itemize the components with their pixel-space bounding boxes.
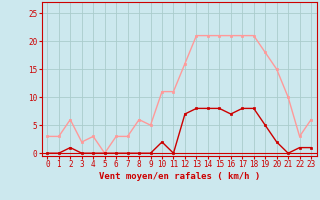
X-axis label: Vent moyen/en rafales ( km/h ): Vent moyen/en rafales ( km/h ) xyxy=(99,172,260,181)
